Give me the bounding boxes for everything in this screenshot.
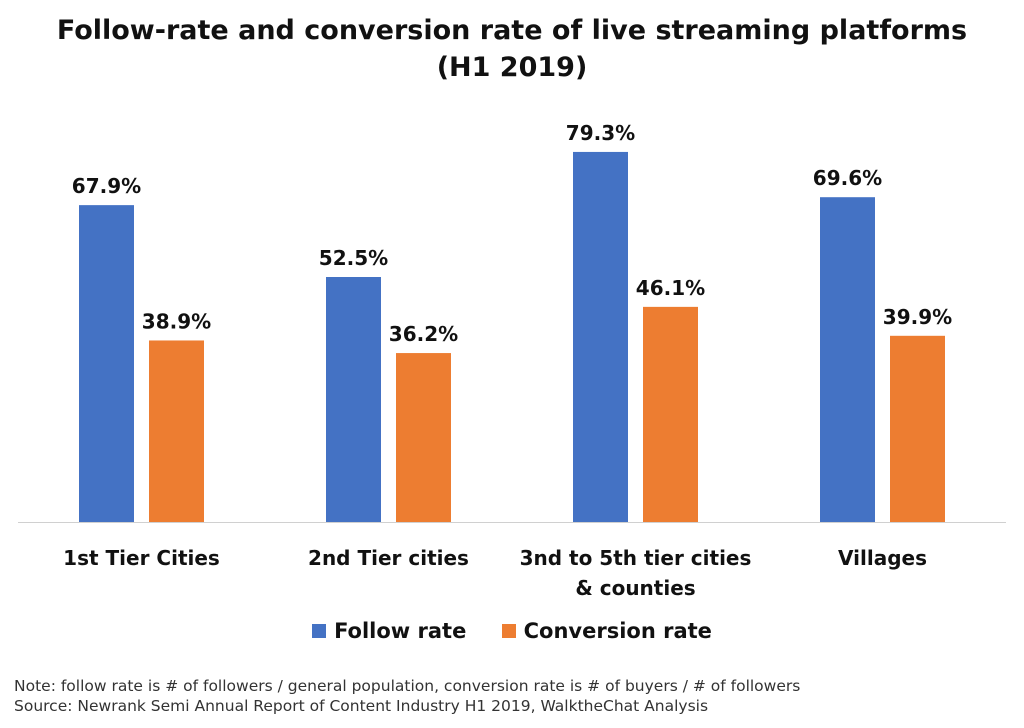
category-label-1st-tier-cities: 1st Tier Cities [63, 546, 220, 570]
bar-follow-rate-2nd-tier-cities [326, 277, 381, 522]
bar-conversion-rate-2nd-tier-cities [396, 353, 451, 522]
category-label-villages: Villages [838, 546, 927, 570]
bar-conversion-rate-3nd-to-5th-tier-cities [643, 306, 698, 522]
chart-title-main: Follow-rate and conversion rate of live … [56, 15, 968, 46]
bar-follow-rate-3nd-to-5th-tier-cities [573, 151, 628, 522]
legend-swatch-conversion-rate [501, 624, 516, 638]
data-label-conversion-rate-villages: 39.9% [883, 305, 952, 329]
data-label-conversion-rate-3nd-to-5th-tier-cities: 46.1% [636, 276, 705, 300]
bar-follow-rate-1st-tier-cities [79, 205, 134, 522]
legend-item-conversion-rate: Conversion rate [501, 619, 712, 643]
note-text: Note: follow rate is # of followers / ge… [14, 677, 801, 695]
source-text: Source: Newrank Semi Annual Report of Co… [14, 697, 709, 715]
legend-swatch-follow-rate [312, 624, 327, 638]
chart-title: Follow-rate and conversion rate of live … [0, 12, 1024, 86]
bar-follow-rate-villages [820, 197, 875, 522]
chart-notes: Note: follow rate is # of followers / ge… [14, 676, 800, 716]
data-label-follow-rate-2nd-tier-cities: 52.5% [319, 246, 388, 270]
bar-conversion-rate-1st-tier-cities [149, 340, 204, 522]
data-label-follow-rate-villages: 69.6% [813, 166, 882, 190]
legend-label-conversion-rate: Conversion rate [523, 619, 712, 643]
chart-subtitle: (H1 2019) [436, 52, 588, 83]
legend-label-follow-rate: Follow rate [334, 619, 467, 643]
bar-conversion-rate-villages [890, 335, 945, 522]
data-label-conversion-rate-2nd-tier-cities: 36.2% [389, 322, 458, 346]
data-label-follow-rate-1st-tier-cities: 67.9% [72, 174, 141, 198]
data-label-conversion-rate-1st-tier-cities: 38.9% [142, 309, 211, 333]
legend-item-follow-rate: Follow rate [312, 619, 466, 643]
category-label-2nd-tier-cities: 2nd Tier cities [308, 546, 469, 570]
category-label-3nd-to-5th-tier-cities: 3nd to 5th tier cities & counties [520, 546, 752, 600]
chart-legend: Follow rate Conversion rate [0, 619, 1024, 643]
data-label-follow-rate-3nd-to-5th-tier-cities: 79.3% [566, 121, 635, 145]
